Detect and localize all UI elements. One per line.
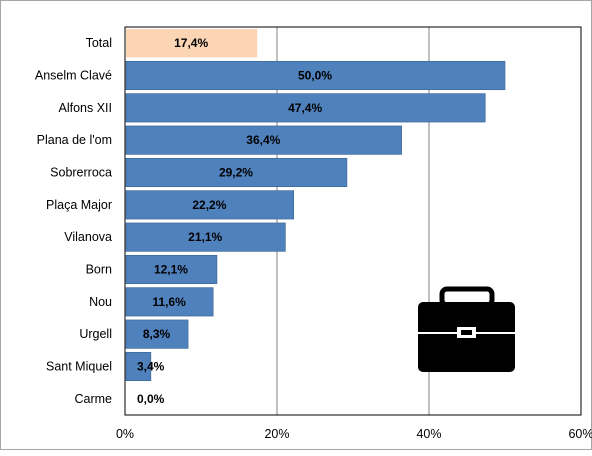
x-tick-label: 0% [116, 427, 134, 441]
category-label: Vilanova [64, 230, 112, 244]
bar-value-label: 3,4% [137, 360, 165, 374]
bar-value-label: 11,6% [152, 295, 186, 309]
category-label: Sant Miquel [46, 360, 112, 374]
x-tick-label: 20% [264, 427, 289, 441]
x-tick-label: 60% [568, 427, 592, 441]
category-label: Sobrerroca [50, 166, 112, 180]
x-tick-label: 40% [416, 427, 441, 441]
category-label: Nou [89, 295, 112, 309]
bar [126, 28, 258, 58]
bar [125, 93, 486, 123]
bar [125, 319, 189, 349]
category-label: Anselm Clavé [35, 69, 112, 83]
category-label: Born [86, 263, 112, 277]
bar-value-label: 8,3% [143, 327, 171, 341]
category-label: Plana de l'om [37, 133, 112, 147]
briefcase-icon [418, 286, 515, 372]
category-label: Urgell [79, 327, 112, 341]
bar [125, 157, 348, 188]
bar-value-label: 0,0% [137, 392, 165, 406]
bar [125, 125, 402, 155]
bar [125, 222, 286, 252]
bar-value-label: 12,1% [154, 263, 188, 277]
bar [125, 351, 152, 382]
bars: 17,4% 50,0% 47,4% 36,4% 29,2% 22,2% 21,1% 12,1%… [125, 28, 506, 406]
bar-value-label: 22,2% [192, 198, 226, 212]
bar-value-label: 21,1% [188, 230, 222, 244]
bar-value-label: 50,0% [298, 69, 332, 83]
bar [125, 60, 506, 91]
bar [125, 287, 214, 317]
bar-value-label: 36,4% [246, 133, 280, 147]
category-label: Alfons XII [59, 101, 113, 115]
category-label: Plaça Major [46, 198, 112, 212]
bar-value-label: 17,4% [174, 36, 208, 50]
category-label: Total [86, 36, 112, 50]
axis-labels: Total Anselm Clavé Alfons XII Plana de l'om… [35, 36, 592, 441]
bar-value-label: 29,2% [219, 166, 253, 180]
bar-value-label: 47,4% [288, 101, 322, 115]
bar [125, 254, 218, 285]
bar [125, 190, 295, 220]
category-label: Carme [74, 392, 112, 406]
plot-area-border [124, 26, 582, 416]
